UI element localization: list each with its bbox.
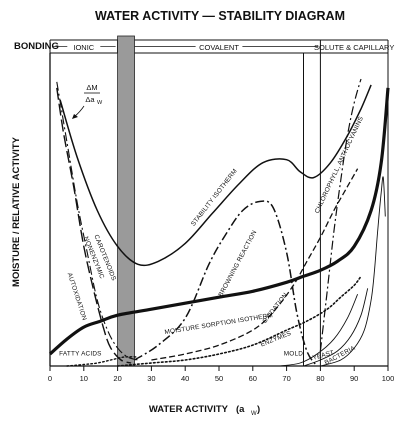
- x-tick-label-70: 70: [282, 374, 290, 383]
- band-label-covalent: COVALENT: [199, 43, 239, 52]
- series-bacteria: [320, 176, 386, 367]
- x-axis-subscript: W: [251, 411, 257, 417]
- series-nonenzymic-carotenoids: [56, 81, 139, 361]
- derivative-annotation: ΔM Δa W: [72, 83, 103, 119]
- series-enzymes: [116, 275, 362, 367]
- series-browning-reaction: [134, 200, 318, 367]
- series-yeast: [303, 288, 369, 367]
- band-label-ionic: IONIC: [73, 43, 94, 52]
- derivative-numerator: ΔM: [86, 83, 97, 92]
- curve-label-autoxidation: AUTOXIDATION: [66, 272, 88, 322]
- x-axis-ticks: 0 10 20 30 40 50 60 70 80 90 100: [48, 366, 394, 383]
- x-tick-label-40: 40: [181, 374, 189, 383]
- series-lines: [48, 78, 390, 367]
- series-autoxidation: [56, 87, 132, 364]
- shaded-monolayer-band: [117, 35, 135, 367]
- derivative-subscript: W: [97, 100, 103, 106]
- x-tick-label-20: 20: [113, 374, 121, 383]
- x-axis-symbol: (a: [236, 404, 245, 415]
- x-tick-label-50: 50: [215, 374, 223, 383]
- x-tick-label-10: 10: [80, 374, 88, 383]
- y-axis-label: MOISTURE / RELATIVE ACTIVITY: [11, 136, 22, 287]
- chart-title: WATER ACTIVITY — STABILITY DIAGRAM: [95, 9, 345, 23]
- derivative-denominator: Δa: [85, 95, 95, 104]
- series-stability-isotherm: [59, 84, 372, 267]
- band-label-solute-capillary: SOLUTE & CAPILLARY: [314, 43, 394, 52]
- curve-label-mold: MOLD: [284, 351, 303, 358]
- x-axis-label: WATER ACTIVITY: [149, 404, 229, 415]
- derivative-arrowhead: [72, 114, 78, 119]
- curve-label-enzymes: ENZYMES: [260, 330, 293, 349]
- curve-label-fatty-acids: FATTY ACIDS: [59, 351, 101, 358]
- x-tick-label-80: 80: [316, 374, 324, 383]
- x-tick-label-0: 0: [48, 374, 52, 383]
- series-moisture-sorption-isotherm: [48, 87, 390, 356]
- curve-label-stability-isotherm: STABILITY ISOTHERM: [190, 168, 239, 228]
- x-tick-label-100: 100: [382, 374, 395, 383]
- series-mold: [279, 294, 359, 367]
- series-chlorophyll-anthocyanins: [319, 78, 362, 352]
- x-axis-close: ): [257, 404, 260, 415]
- series-oxidation: [151, 168, 359, 361]
- x-tick-label-30: 30: [147, 374, 155, 383]
- series-fatty-acids: [66, 356, 139, 367]
- shaded-band: [117, 35, 135, 367]
- curve-label-oxidation: OXIDATION: [261, 292, 289, 325]
- bonding-label: BONDING: [14, 41, 59, 52]
- x-tick-label-90: 90: [350, 374, 358, 383]
- bonding-bands: IONIC COVALENT SOLUTE & CAPILLARY: [49, 39, 394, 54]
- curve-label-browning-reaction: BROWNING REACTION: [218, 229, 259, 298]
- x-tick-label-60: 60: [249, 374, 257, 383]
